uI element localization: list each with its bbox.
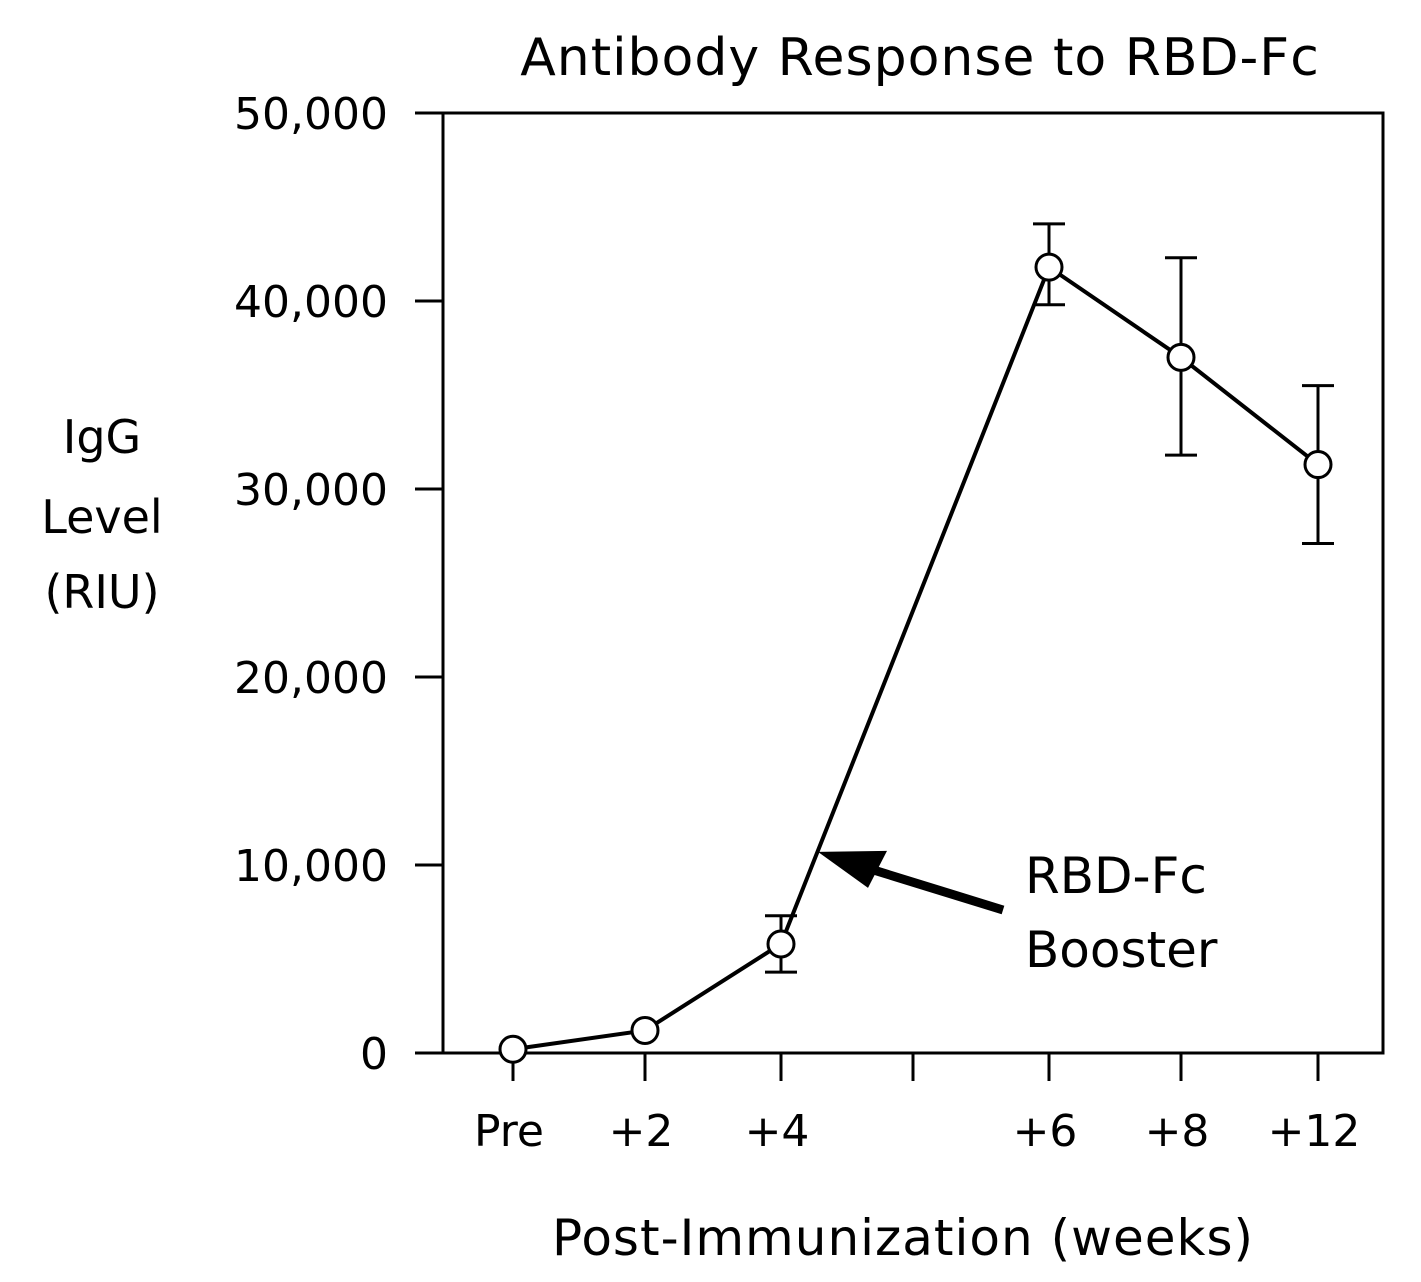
x-tick-label: +6 <box>1013 1106 1078 1157</box>
annotation-arrow-head <box>818 850 887 888</box>
data-point <box>498 1034 528 1064</box>
y-tick-label: 20,000 <box>234 653 388 704</box>
data-point <box>1166 342 1196 372</box>
x-tick-label: Pre <box>474 1106 544 1157</box>
x-axis-ticks: Pre +2 +4 +6 +8 +12 <box>474 1053 1360 1157</box>
x-tick-label: +12 <box>1268 1106 1361 1157</box>
annotation-text-line-1: Booster <box>1025 921 1218 979</box>
y-tick-label: 30,000 <box>234 465 388 516</box>
chart-title: Antibody Response to RBD-Fc <box>520 28 1320 88</box>
data-point <box>766 929 796 959</box>
data-point <box>1303 450 1333 480</box>
y-tick-label: 40,000 <box>234 277 388 328</box>
y-axis-label: IgG Level (RIU) <box>41 410 162 619</box>
plot-frame <box>441 111 1385 1055</box>
annotation-text-line-0: RBD-Fc <box>1025 847 1207 905</box>
data-points <box>498 252 1333 1064</box>
x-axis-label: Post-Immunization (weeks) <box>552 1209 1254 1267</box>
data-point <box>1034 252 1064 282</box>
y-axis-label-line-1: Level <box>41 490 162 544</box>
annotation-arrow-shaft <box>871 865 1005 915</box>
y-tick-label: 10,000 <box>234 841 388 892</box>
y-axis-label-line-0: IgG <box>63 410 141 464</box>
booster-annotation: RBD-Fc Booster <box>818 847 1218 979</box>
x-tick-label: +8 <box>1145 1106 1210 1157</box>
x-tick-label: +4 <box>745 1106 810 1157</box>
y-axis-label-line-2: (RIU) <box>44 565 159 619</box>
series-line <box>512 264 1320 1052</box>
y-tick-label: 50,000 <box>234 89 388 140</box>
y-axis-ticks: 0 10,000 20,000 30,000 40,000 50,000 <box>234 89 443 1080</box>
y-tick-label: 0 <box>360 1029 388 1080</box>
x-tick-label: +2 <box>609 1106 674 1157</box>
data-point <box>630 1015 660 1045</box>
